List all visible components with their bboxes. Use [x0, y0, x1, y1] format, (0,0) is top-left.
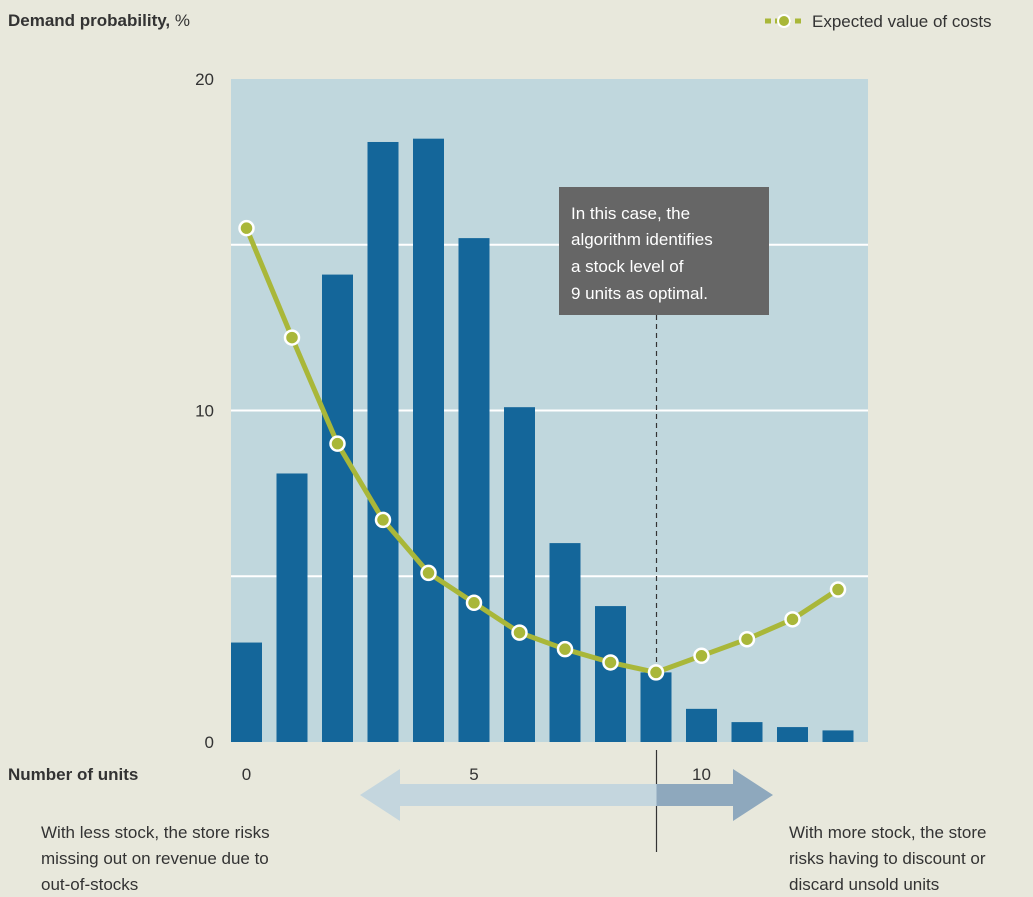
y-axis-title-unit: %	[170, 11, 190, 30]
bar	[686, 708, 717, 742]
cost-points	[238, 219, 847, 681]
bar	[276, 473, 308, 742]
cost-point	[784, 611, 801, 628]
cost-point	[465, 594, 483, 612]
cost-point	[829, 581, 847, 598]
y-tick-label: 0	[205, 733, 214, 752]
bar	[595, 606, 626, 742]
left-note-line-2: missing out on revenue due to	[41, 849, 269, 868]
bar	[231, 642, 262, 742]
bar	[458, 238, 490, 742]
bar	[822, 730, 854, 742]
bar	[504, 407, 535, 742]
right-arrow-icon	[656, 769, 773, 821]
bars	[231, 138, 854, 743]
annotation-line-4: 9 units as optimal.	[571, 284, 708, 303]
right-note-line-1: With more stock, the store	[789, 823, 986, 842]
annotation-text: In this case, the algorithm identifies a…	[571, 204, 717, 303]
cost-point	[374, 511, 392, 529]
y-axis-title: Demand probability, %	[8, 11, 190, 30]
cost-point	[602, 654, 619, 671]
left-note-line-1: With less stock, the store risks	[41, 823, 270, 842]
cost-point	[238, 219, 255, 237]
x-axis-ticks: 0 5 10	[242, 765, 711, 784]
left-note-line-3: out-of-stocks	[41, 875, 138, 894]
left-arrow-icon	[360, 769, 657, 821]
legend-marker-icon	[777, 14, 791, 28]
right-note: With more stock, the store risks having …	[789, 823, 991, 894]
cost-point	[283, 329, 301, 346]
cost-point	[420, 564, 437, 582]
legend: Expected value of costs	[765, 12, 992, 31]
cost-point	[738, 630, 756, 648]
annotation-box	[559, 187, 769, 315]
bar	[322, 274, 353, 742]
legend-label: Expected value of costs	[812, 12, 992, 31]
bar	[731, 722, 763, 742]
left-note: With less stock, the store risks missing…	[41, 823, 274, 894]
annotation-line-2: algorithm identifies	[571, 230, 713, 249]
annotation-line-3: a stock level of	[571, 257, 684, 276]
bar	[777, 727, 808, 742]
y-axis-title-bold: Demand probability,	[8, 11, 170, 30]
y-tick-label: 20	[195, 70, 214, 89]
cost-point	[556, 640, 574, 658]
x-tick-label: 10	[692, 765, 711, 784]
cost-point	[693, 647, 710, 665]
x-tick-label: 5	[469, 765, 478, 784]
cost-point	[511, 624, 528, 641]
right-note-line-3: discard unsold units	[789, 875, 939, 894]
annotation-line-1: In this case, the	[571, 204, 690, 223]
bar	[413, 138, 444, 743]
x-tick-label: 0	[242, 765, 251, 784]
right-note-line-2: risks having to discount or	[789, 849, 986, 868]
y-axis-ticks: 0 10 20	[195, 70, 214, 752]
cost-point	[647, 664, 665, 681]
x-axis-title: Number of units	[8, 765, 138, 784]
y-tick-label: 10	[195, 402, 214, 421]
bar	[640, 672, 672, 742]
bar	[367, 141, 399, 743]
cost-point	[329, 435, 346, 452]
